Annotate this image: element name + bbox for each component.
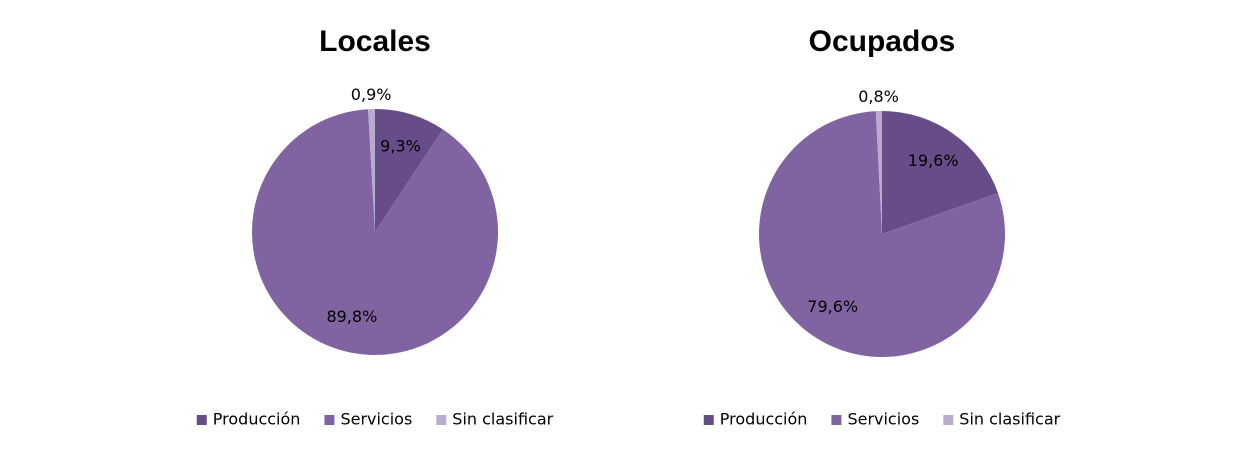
pie-slice (375, 109, 443, 232)
pie-slice (368, 109, 375, 232)
legend-swatch (436, 415, 447, 425)
data-label: 19,6% (908, 151, 959, 170)
legend-swatch (703, 415, 714, 425)
legend-label: Servicios (847, 410, 919, 429)
pie-slice (875, 111, 882, 234)
legend-swatch (196, 415, 207, 425)
legend-swatch (943, 415, 954, 425)
pie-slice (759, 111, 1005, 357)
legend-label: Producción (720, 410, 808, 429)
legend-label: Sin clasificar (959, 410, 1060, 429)
data-label: 9,3% (380, 137, 421, 156)
pie-slice (882, 111, 998, 234)
chart-title: Ocupados (809, 25, 956, 58)
data-label: 79,6% (807, 297, 858, 316)
chart-title: Locales (319, 25, 431, 58)
legend-label: Sin clasificar (452, 410, 553, 429)
legend-label: Producción (213, 410, 301, 429)
data-label: 89,8% (326, 307, 377, 326)
legend-swatch (324, 415, 335, 425)
pie-slice (251, 109, 498, 355)
legend-swatch (831, 415, 842, 425)
data-label: 0,9% (351, 85, 392, 104)
data-label: 0,8% (858, 87, 899, 106)
legend-label: Servicios (340, 410, 412, 429)
